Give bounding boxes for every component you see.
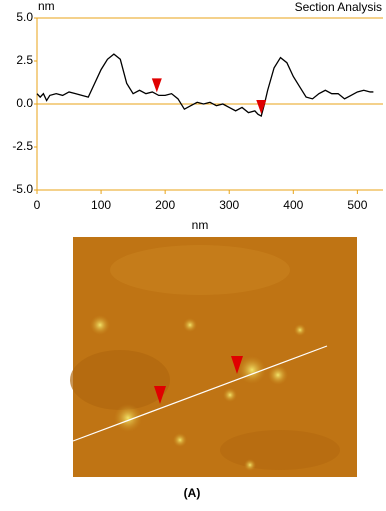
x-axis-label: nm: [192, 218, 209, 232]
x-tick-label: 0: [34, 198, 41, 212]
y-tick-label: -2.5: [12, 139, 33, 153]
section-marker: [151, 78, 162, 93]
chart-title: Section Analysis: [295, 0, 382, 14]
afm-image: [70, 237, 357, 477]
caption: (A): [184, 486, 201, 500]
x-tick-label: 300: [219, 198, 239, 212]
x-tick-label: 200: [155, 198, 175, 212]
y-tick-label: -5.0: [12, 182, 33, 196]
x-tick-label: 400: [283, 198, 303, 212]
y-tick-label: 2.5: [16, 53, 33, 67]
y-tick-label: 5.0: [16, 10, 33, 24]
y-tick-label: 0.0: [16, 96, 33, 110]
x-tick-label: 500: [347, 198, 367, 212]
data-line: [36, 53, 374, 118]
x-tick-label: 100: [91, 198, 111, 212]
y-unit: nm: [38, 0, 55, 13]
section-marker: [256, 100, 267, 115]
